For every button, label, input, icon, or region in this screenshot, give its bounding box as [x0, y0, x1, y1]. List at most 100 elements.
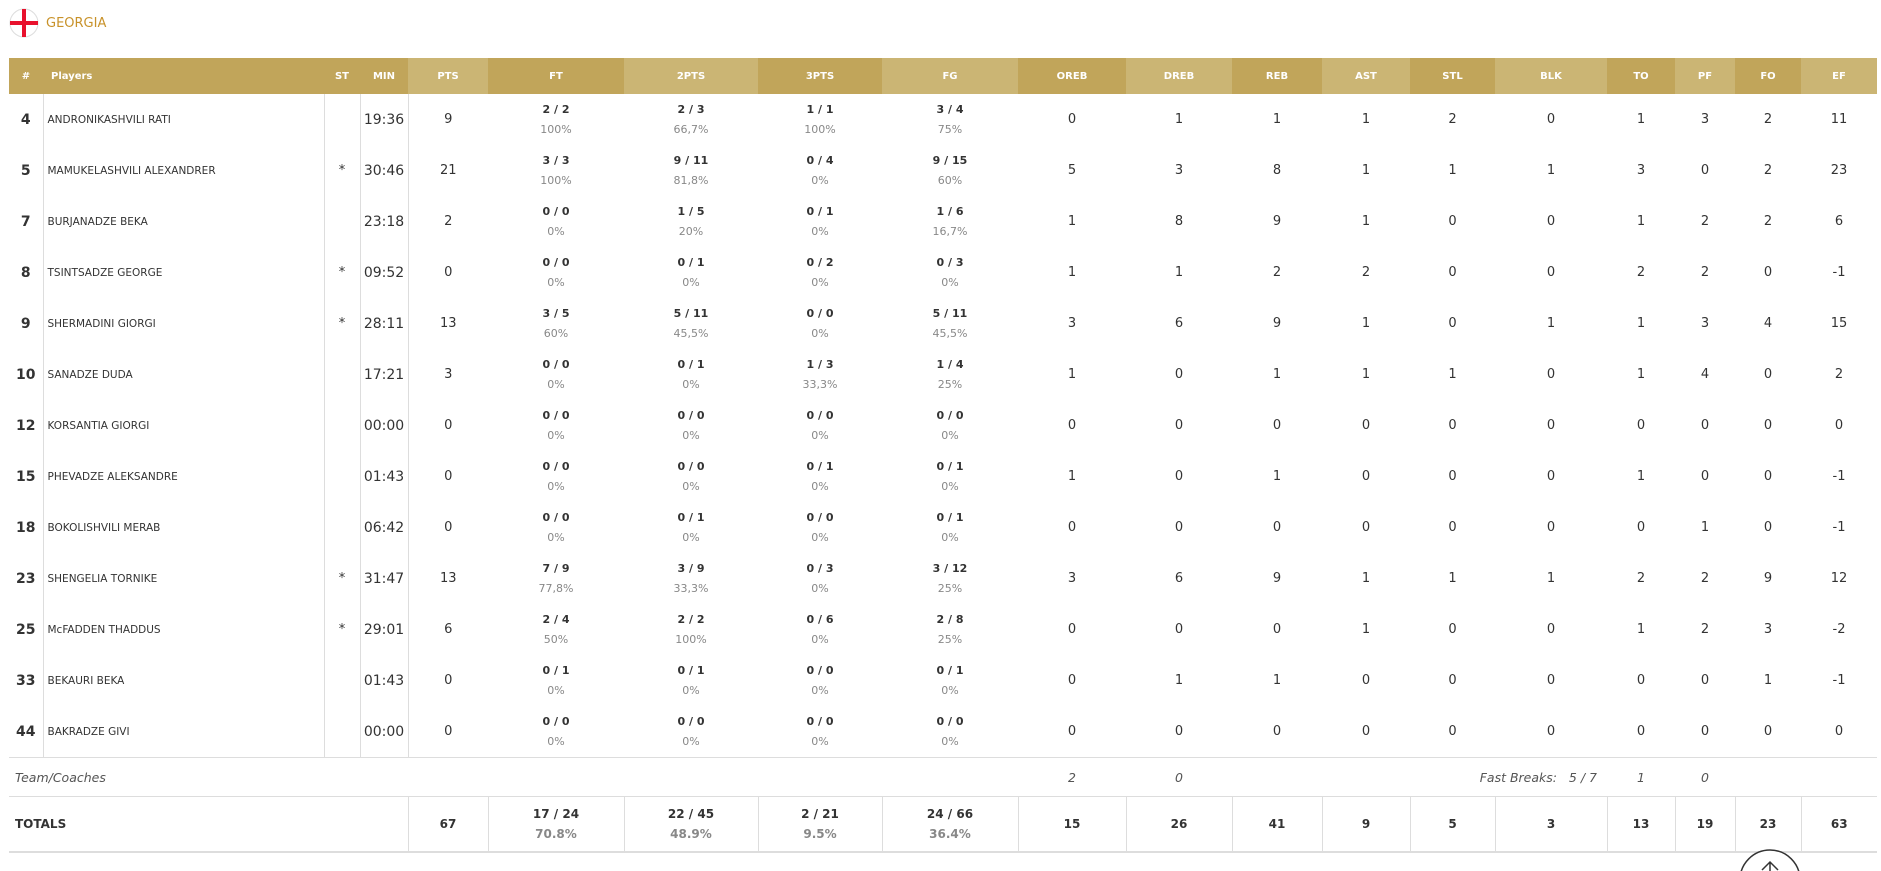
stat: 1 [1546, 571, 1556, 586]
starter [324, 451, 361, 502]
shot-cell: 1 / 1 100% [758, 94, 882, 145]
stat: 9 [1272, 571, 1282, 586]
player-row: 9 SHERMADINI GIORGI * 28:11 13 3 / 5 60% 5 / 11… [9, 298, 1877, 349]
blank [1735, 757, 1877, 797]
stat: 0 [1067, 520, 1077, 535]
stat: 1 [1361, 214, 1371, 229]
minutes: 31:47 [360, 553, 409, 604]
stat: 1 [1546, 316, 1556, 331]
stat: 2 [1700, 214, 1710, 229]
stat: 0 [1546, 418, 1556, 433]
percentage: 0% [811, 581, 829, 595]
stat: 1 [1636, 367, 1646, 382]
stat: 1 [1636, 469, 1646, 484]
percentage: 70.8% [535, 827, 577, 841]
minutes: 00:00 [360, 400, 409, 451]
stat: 0 [1700, 469, 1710, 484]
jersey-number: 23 [9, 553, 44, 604]
player-name: BURJANADZE BEKA [43, 196, 325, 247]
starter [324, 94, 361, 145]
stat: 0 [1834, 418, 1844, 433]
stat: 1 [1272, 469, 1282, 484]
minutes: 06:42 [360, 502, 409, 553]
percentage: 50% [543, 632, 569, 646]
made-attempted: 0 / 0 [806, 714, 834, 728]
percentage: 0% [682, 275, 700, 289]
stat: 1 [1067, 265, 1077, 280]
starter [324, 196, 361, 247]
minutes: 29:01 [360, 604, 409, 655]
stat: 2 [1272, 265, 1282, 280]
made-attempted: 0 / 6 [806, 612, 834, 626]
shot-cell: 0 / 0 0% [882, 706, 1018, 758]
totals-stat: 13 [1606, 796, 1675, 853]
stat: 0 [1763, 367, 1773, 382]
percentage: 0% [547, 377, 565, 391]
shot-cell: 1 / 4 25% [882, 349, 1018, 400]
totals-stat: 19 [1674, 796, 1735, 853]
shot-cell: 0 / 1 0% [758, 196, 882, 247]
stat: 1 [1546, 163, 1556, 178]
percentage: 81,8% [673, 173, 709, 187]
stat: 1 [1067, 469, 1077, 484]
stat: 0 [1700, 418, 1710, 433]
percentage: 100% [675, 632, 707, 646]
team-oreb: 2 [1018, 757, 1126, 797]
blank [1232, 757, 1410, 797]
stat: 1 [1272, 367, 1282, 382]
percentage: 0% [811, 224, 829, 238]
made-attempted: 0 / 1 [677, 663, 705, 677]
scroll-top-button[interactable] [1740, 848, 1820, 871]
stat: 0 [1700, 724, 1710, 739]
minutes: 09:52 [360, 247, 409, 298]
stat: 0 [1067, 673, 1077, 688]
percentage: 0% [811, 173, 829, 187]
stat: 0 [1174, 367, 1184, 382]
stat: 1 [1636, 214, 1646, 229]
stat: 2 [1361, 265, 1371, 280]
stat: 0 [1174, 469, 1184, 484]
stat: 23 [1830, 163, 1848, 178]
made-attempted: 0 / 0 [806, 306, 834, 320]
stat: 9 [1272, 316, 1282, 331]
player-name: SHENGELIA TORNIKE [43, 553, 325, 604]
made-attempted: 0 / 0 [677, 714, 705, 728]
player-name: MAMUKELASHVILI ALEXANDRER [43, 145, 325, 196]
jersey-number: 18 [9, 502, 44, 553]
percentage: 0% [547, 224, 565, 238]
percentage: 0% [811, 326, 829, 340]
percentage: 60% [543, 326, 569, 340]
made-attempted: 3 / 3 [542, 153, 570, 167]
shot-cell: 24 / 66 36.4% [881, 796, 1018, 853]
team-name[interactable]: GEORGIA [46, 16, 107, 31]
starter: * [324, 247, 361, 298]
made-attempted: 22 / 45 [667, 807, 715, 821]
minutes: 01:43 [360, 451, 409, 502]
percentage: 100% [804, 122, 836, 136]
percentage: 45,5% [673, 326, 709, 340]
stat: 0 [1174, 724, 1184, 739]
stat: 0 [1763, 724, 1773, 739]
stat: 0 [1448, 673, 1457, 688]
column-header: OREB [1018, 58, 1126, 94]
shot-cell: 0 / 0 0% [624, 400, 758, 451]
made-attempted: 2 / 4 [542, 612, 570, 626]
stat: 0 [1763, 265, 1773, 280]
percentage: 45,5% [932, 326, 968, 340]
shot-cell: 0 / 0 0% [488, 247, 624, 298]
stat: 0 [1361, 724, 1371, 739]
stat: 8 [1174, 214, 1184, 229]
percentage: 0% [547, 683, 565, 697]
shot-cell: 0 / 1 0% [882, 451, 1018, 502]
percentage: 25% [937, 632, 963, 646]
made-attempted: 0 / 1 [936, 459, 964, 473]
percentage: 0% [547, 530, 565, 544]
made-attempted: 24 / 66 [926, 807, 974, 821]
player-name: BEKAURI BEKA [43, 655, 325, 706]
totals-stat: 63 [1800, 796, 1877, 853]
shot-cell: 0 / 1 0% [882, 655, 1018, 706]
made-attempted: 2 / 21 [801, 807, 839, 821]
column-header: FG [882, 58, 1018, 94]
